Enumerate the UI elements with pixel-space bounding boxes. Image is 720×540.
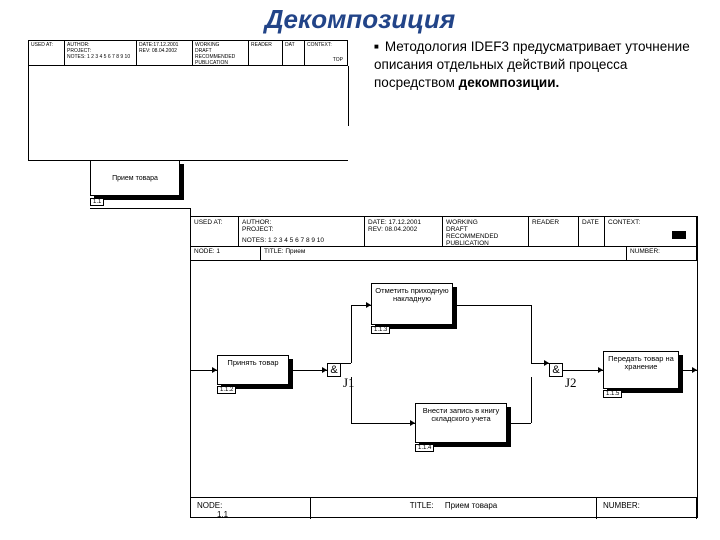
- arrowhead-icon: [366, 302, 371, 308]
- child-diagram-frame: USED AT: AUTHOR: PROJECT: NOTES: 1 2 3 4…: [190, 216, 698, 518]
- strip-number: NUMBER:: [627, 247, 697, 260]
- junction-j2: &: [549, 363, 563, 377]
- node-strip: NODE: 1 TITLE: Прием NUMBER:: [191, 247, 697, 261]
- parent-activity: Прием товара: [90, 160, 180, 196]
- cell-date: DATE:17.12.2001 REV: 08.04.2002: [137, 41, 193, 65]
- junction-j1-label: J1: [343, 375, 355, 391]
- bh-date2: DATE: [579, 217, 605, 246]
- context-mark-icon: [672, 231, 686, 239]
- arrowhead-icon: [212, 367, 217, 373]
- flow-arrow: [341, 363, 351, 364]
- footer-node: NODE:1.1: [191, 498, 311, 519]
- bh-date: DATE: 17.12.2001 REV: 08.04.2002: [365, 217, 443, 246]
- activity-113: Отметить приходную накладную: [371, 283, 453, 325]
- activity-115-id: 1.1.5: [603, 390, 622, 398]
- junction-j1: &: [327, 363, 341, 377]
- cell-reader: READER: [249, 41, 283, 65]
- flow-arrow: [563, 370, 603, 371]
- bh-author: AUTHOR: PROJECT: NOTES: 1 2 3 4 5 6 7 8 …: [239, 217, 365, 246]
- flow-arrow: [507, 423, 531, 424]
- cell-date2: DAT: [283, 41, 305, 65]
- activity-112: Принять товар: [217, 355, 289, 385]
- flow-arrow: [351, 377, 352, 423]
- activity-114-id: 1.1.4: [415, 444, 434, 452]
- strip-node: NODE: 1: [191, 247, 261, 260]
- diagram-footer: NODE:1.1 TITLE: Прием товара NUMBER:: [191, 497, 697, 519]
- decomp-line: [90, 208, 190, 209]
- decomp-line: [348, 66, 349, 126]
- cell-used-at: USED AT:: [29, 41, 65, 65]
- bullet-icon: ■: [374, 42, 379, 51]
- activity-112-id: 1.1.2: [217, 386, 236, 394]
- activity-115: Передать товар на хранение: [603, 351, 679, 389]
- flow-arrow: [531, 377, 532, 423]
- cell-status: WORKING DRAFT RECOMMENDED PUBLICATION: [193, 41, 249, 65]
- flow-arrow: [531, 305, 532, 363]
- idef-big-header: USED AT: AUTHOR: PROJECT: NOTES: 1 2 3 4…: [191, 217, 697, 247]
- junction-j2-label: J2: [565, 375, 577, 391]
- cell-context: CONTEXT: TOP: [305, 41, 347, 65]
- arrowhead-icon: [692, 367, 697, 373]
- page-title: Декомпозиция: [0, 0, 720, 35]
- bh-context: CONTEXT:: [605, 217, 697, 246]
- activity-113-id: 1.1.3: [371, 326, 390, 334]
- strip-title: TITLE: Прием: [261, 247, 627, 260]
- arrowhead-icon: [410, 420, 415, 426]
- idef-small-header: USED AT: AUTHOR: PROJECT: NOTES: 1 2 3 4…: [28, 40, 348, 66]
- bh-status: WORKING DRAFT RECOMMENDED PUBLICATION: [443, 217, 529, 246]
- footer-title: TITLE: Прием товара: [311, 498, 597, 519]
- bh-reader: READER: [529, 217, 579, 246]
- flow-arrow: [453, 305, 531, 306]
- arrowhead-icon: [598, 367, 603, 373]
- flow-arrow: [351, 423, 415, 424]
- footer-number: NUMBER:: [597, 498, 697, 519]
- decomp-line: [180, 160, 348, 161]
- diagram-area: Принять товар 1.1.2 Отметить приходную н…: [191, 261, 697, 497]
- decomp-line: [190, 208, 191, 216]
- decomp-line: [28, 66, 29, 160]
- bh-used: USED AT:: [191, 217, 239, 246]
- parent-activity-id: 1.1: [90, 198, 104, 206]
- cell-author: AUTHOR: PROJECT: NOTES: 1 2 3 4 5 6 7 8 …: [65, 41, 137, 65]
- arrowhead-icon: [322, 367, 327, 373]
- decomp-line: [28, 160, 90, 161]
- flow-arrow: [351, 305, 352, 363]
- activity-114: Внести запись в книгу складского учета: [415, 403, 507, 443]
- arrowhead-icon: [544, 360, 549, 366]
- description-text: ■Методология IDEF3 предусматривает уточн…: [374, 38, 704, 93]
